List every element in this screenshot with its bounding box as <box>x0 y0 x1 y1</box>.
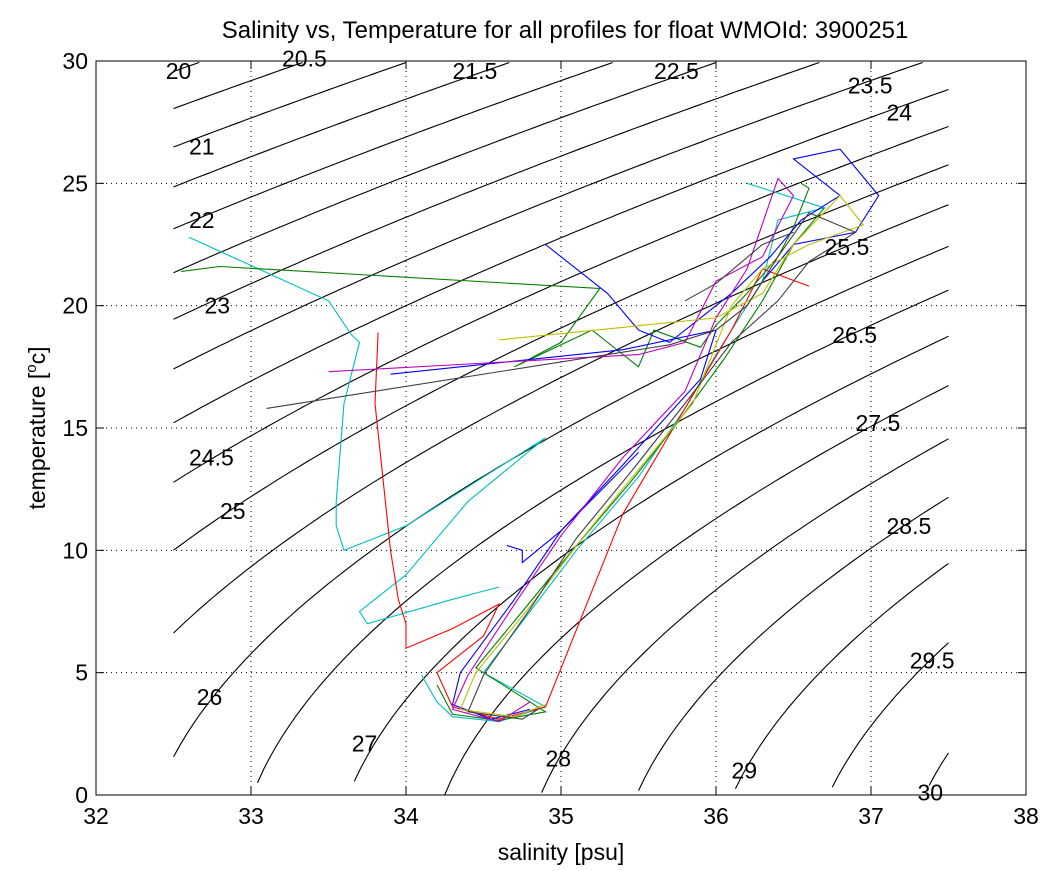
contour-label: 26.5 <box>832 322 877 348</box>
y-tick-label: 30 <box>62 48 88 74</box>
y-tick-label: 5 <box>75 660 88 686</box>
profile-line <box>266 212 857 720</box>
contour-label: 21.5 <box>453 58 498 84</box>
isopycnal-line <box>173 61 407 148</box>
isopycnal-line <box>173 61 923 370</box>
y-axis-label-end: c] <box>24 346 50 364</box>
contour-label: 30 <box>918 780 944 806</box>
contour-label: 27.5 <box>856 410 901 436</box>
contour-label: 20 <box>166 58 192 84</box>
contour-label: 25 <box>220 498 246 524</box>
y-tick-label: 15 <box>62 415 88 441</box>
x-tick-label: 38 <box>1013 803 1039 829</box>
isopycnal-line <box>173 61 613 230</box>
chart-title: Salinity vs, Temperature for all profile… <box>222 17 909 44</box>
x-tick-label: 36 <box>703 803 729 829</box>
contour-label: 20.5 <box>282 46 327 72</box>
contour-label: 24 <box>887 99 913 125</box>
isopycnal-line <box>734 563 949 790</box>
y-axis-label: temperature [oc] <box>23 346 50 509</box>
isopycnal-line <box>444 385 949 795</box>
isopycnal-line <box>173 61 200 73</box>
isopycnal-line <box>173 61 717 274</box>
contour-label: 27 <box>352 731 378 757</box>
isopycnal-line <box>173 88 949 424</box>
y-tick-label: 0 <box>75 782 88 808</box>
contour-label: 29.5 <box>910 647 955 673</box>
profile-line <box>684 231 794 302</box>
isopycnal-line <box>638 496 949 791</box>
profile-series <box>181 148 880 723</box>
contour-label: 28 <box>546 745 572 771</box>
x-tick-label: 32 <box>83 803 109 829</box>
profile-line <box>506 452 639 564</box>
grid <box>96 61 1026 795</box>
x-tick-label: 34 <box>393 803 419 829</box>
contour-label: 24.5 <box>189 444 234 470</box>
isopycnal-line <box>173 204 949 634</box>
profile-line <box>188 236 546 625</box>
y-tick-label: 10 <box>62 537 88 563</box>
density-contours <box>173 61 949 795</box>
y-axis-label-main: temperature [ <box>24 372 50 509</box>
profile-line <box>459 194 865 718</box>
contour-label: 29 <box>732 758 758 784</box>
isopycnal-line <box>173 164 949 551</box>
contour-label: 22.5 <box>654 58 699 84</box>
contour-label: 23 <box>205 293 231 319</box>
isopycnal-line <box>831 642 949 788</box>
x-axis-label: salinity [psu] <box>498 839 625 865</box>
x-tick-label: 33 <box>238 803 264 829</box>
y-axis-label-superscript: o <box>23 364 40 372</box>
x-tick-label: 37 <box>858 803 884 829</box>
axis-ticks: 32 33 34 35 36 37 38 0 5 10 15 20 25 30 <box>62 48 1038 829</box>
isopycnal-line <box>173 245 949 758</box>
profile-line <box>374 268 810 720</box>
y-tick-label: 25 <box>62 170 88 196</box>
contour-label: 21 <box>189 134 215 160</box>
contour-label: 26 <box>197 684 223 710</box>
contour-label: 22 <box>189 207 215 233</box>
isopycnal-line <box>173 61 510 188</box>
contour-label: 23.5 <box>848 72 893 98</box>
isopycnal-line <box>928 752 949 786</box>
isopycnal-line <box>541 438 949 793</box>
isopycnal-line <box>173 125 949 483</box>
x-tick-label: 35 <box>548 803 574 829</box>
contour-label: 28.5 <box>887 513 932 539</box>
profile-line <box>181 182 810 368</box>
isopycnal-line <box>256 289 949 784</box>
contour-labels: 20 20.5 21 21.5 22 22.5 23 23.524 24.5 25 25.5 26 26… <box>166 46 955 806</box>
y-tick-label: 20 <box>62 293 88 319</box>
profile-line <box>545 148 880 344</box>
isopycnal-line <box>353 335 949 782</box>
contour-label: 25.5 <box>825 234 870 260</box>
isopycnal-line <box>173 61 303 110</box>
